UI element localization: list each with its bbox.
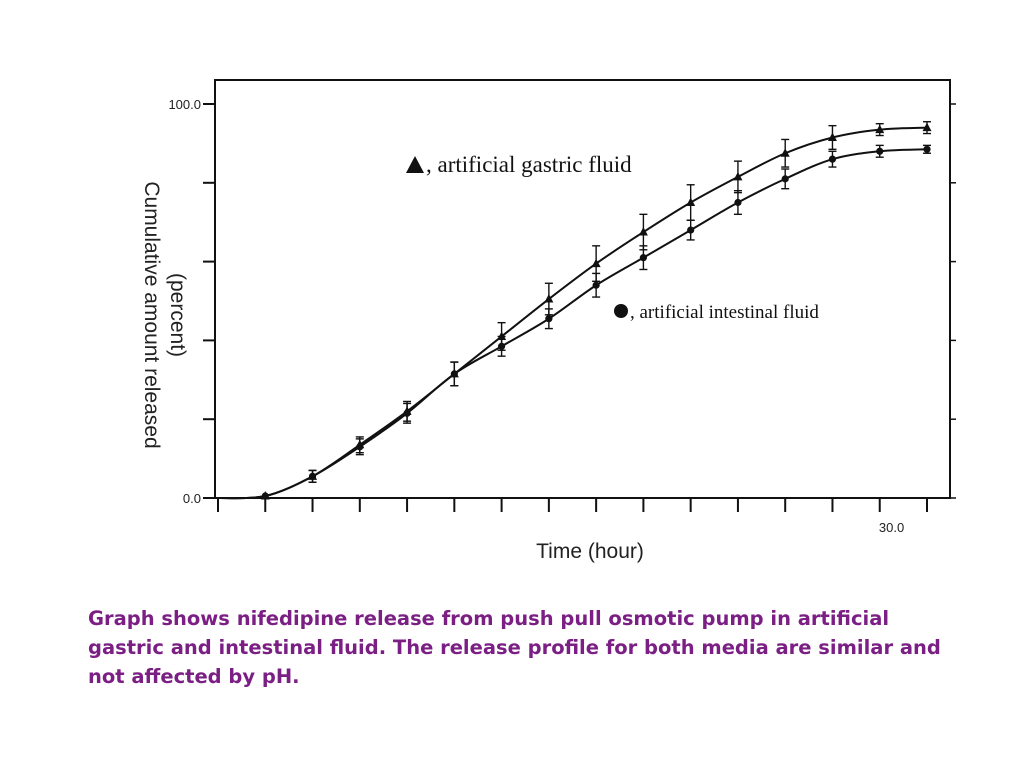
series-0 [217,121,932,500]
x-axis-tick-labels: 30.0 [879,520,904,535]
y-tick-label-0: 0.0 [183,491,201,506]
data-point [497,331,507,340]
data-point [639,254,648,262]
data-point [780,148,790,157]
figure-caption: Graph shows nifedipine release from push… [88,607,941,688]
data-point [261,492,269,500]
data-point [592,281,600,289]
data-point [686,197,696,206]
legend-triangle-icon [406,156,424,173]
y-axis-title: Cumulative amount released (percent) [140,181,189,448]
data-point [545,315,553,323]
x-axis-title: Time (hour) [536,540,644,563]
legend-intestinal: , artificial intestinal fluid [614,302,819,323]
y-axis-tick-labels: 0.0 100.0 [168,97,201,506]
legend-circle-icon [614,304,628,318]
data-point [498,342,506,350]
x-axis-ticks [217,498,928,512]
data-point [734,198,742,207]
data-point [687,226,695,234]
data-point [591,258,601,268]
legend-gastric-text: , artificial gastric fluid [426,152,632,177]
series-layer [217,121,932,500]
y-axis-title-line1: Cumulative amount released [140,181,163,448]
legend-intestinal-text: , artificial intestinal fluid [630,302,819,323]
data-point [876,147,884,155]
y-tick-label-1: 100.0 [168,97,201,112]
data-point [827,132,837,141]
x-tick-label-0: 30.0 [879,520,904,535]
series-0-line [217,126,928,500]
data-point [828,155,837,163]
data-point [544,294,554,303]
series-1-line [217,148,928,500]
data-point [403,409,411,417]
data-point [356,443,364,451]
y-axis-title-line2: (percent) [166,273,189,357]
data-point [922,122,932,132]
data-point [781,175,789,183]
data-point [733,171,743,181]
data-point [923,145,931,153]
data-point [450,370,458,378]
release-chart: 30.0 0.0 100.0 Time (hour) Cumulative amo… [140,79,956,563]
y-axis-ticks [203,103,956,499]
data-point [638,227,648,236]
series-1 [217,144,931,500]
legend-gastric: , artificial gastric fluid [406,152,632,177]
data-point [875,124,885,134]
plot-frame [214,79,951,499]
data-point [308,472,317,480]
